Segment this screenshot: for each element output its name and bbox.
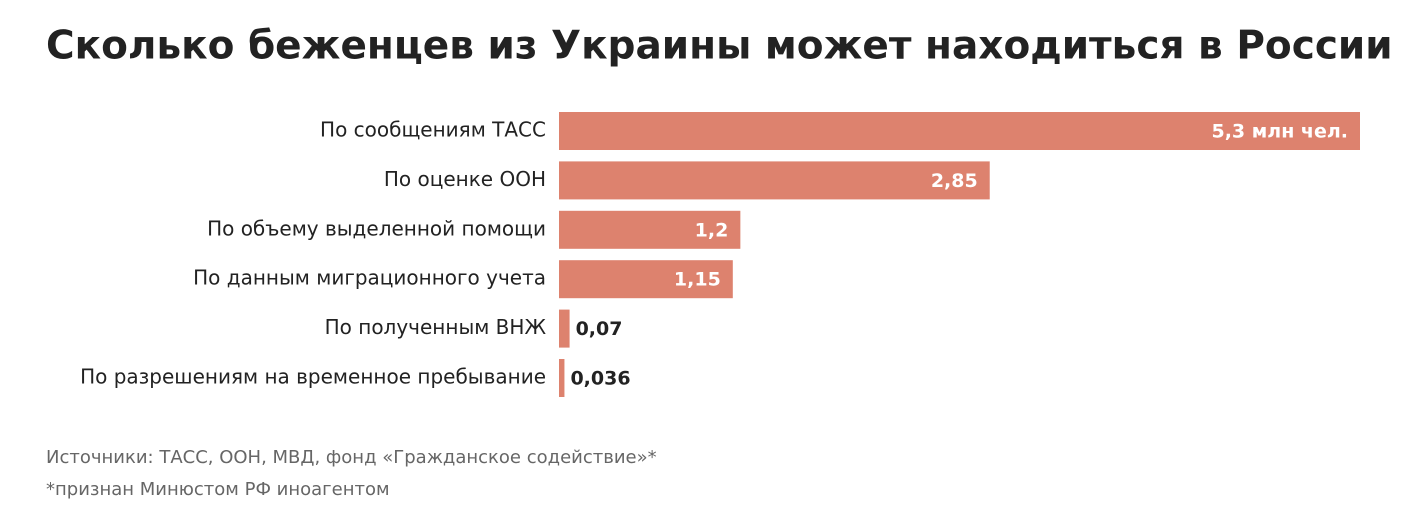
value-label: 0,07 xyxy=(576,318,623,340)
bar xyxy=(559,161,990,200)
category-label: По полученным ВНЖ xyxy=(325,315,547,339)
bar xyxy=(559,309,570,348)
bar xyxy=(559,112,1360,150)
bar xyxy=(559,210,741,249)
category-label: По данным миграционного учета xyxy=(193,266,546,290)
category-label: По объему выделенной помощи xyxy=(207,216,546,240)
bar xyxy=(559,359,565,397)
chart-title: Сколько беженцев из Украины может находи… xyxy=(46,24,1393,69)
note: *признан Минюстом РФ иноагентом xyxy=(46,479,390,500)
value-label: 1,2 xyxy=(695,219,729,241)
value-label: 2,85 xyxy=(931,170,978,192)
category-label: По разрешениям на временное пребывание xyxy=(80,365,546,389)
category-label: По оценке ООН xyxy=(384,167,546,191)
bar xyxy=(559,260,733,299)
value-label: 1,15 xyxy=(674,269,721,291)
value-label: 0,036 xyxy=(570,368,630,390)
value-label: 5,3 млн чел. xyxy=(1211,121,1348,143)
category-label: По сообщениям ТАСС xyxy=(320,118,546,142)
source: Источники: ТАСС, ООН, МВД, фонд «Граждан… xyxy=(46,447,657,468)
